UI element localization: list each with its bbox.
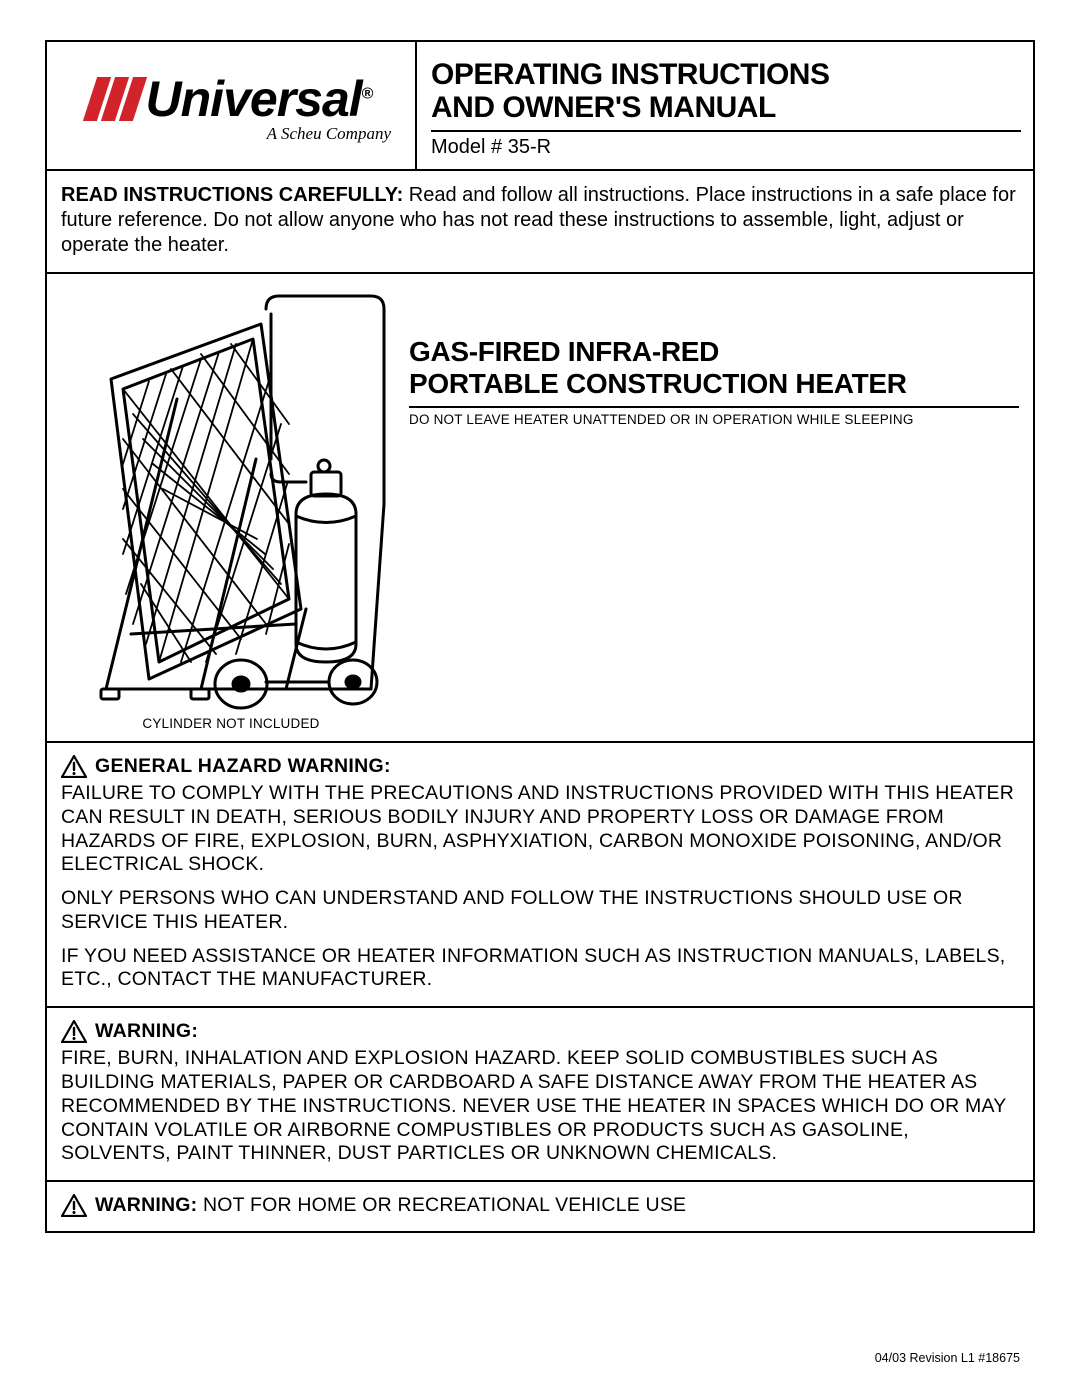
warning2-title: WARNING:	[95, 1020, 198, 1043]
heater-diagram-icon	[71, 284, 391, 724]
fire-warning-section: WARNING: FIRE, BURN, INHALATION AND EXPL…	[47, 1008, 1033, 1182]
warning3-text: WARNING: NOT FOR HOME OR RECREATIONAL VE…	[95, 1194, 686, 1217]
cylinder-note: CYLINDER NOT INCLUDED	[142, 716, 319, 731]
header-row: Universal® A Scheu Company OPERATING INS…	[47, 42, 1033, 171]
page-frame: Universal® A Scheu Company OPERATING INS…	[45, 40, 1035, 1233]
product-rule	[409, 406, 1019, 408]
brand-subtitle: A Scheu Company	[267, 124, 391, 144]
logo-cell: Universal® A Scheu Company	[47, 42, 417, 169]
general-hazard-section: GENERAL HAZARD WARNING: FAILURE TO COMPL…	[47, 743, 1033, 1008]
home-use-warning-section: WARNING: NOT FOR HOME OR RECREATIONAL VE…	[47, 1182, 1033, 1231]
warning-triangle-icon	[61, 1020, 87, 1043]
title-rule	[431, 130, 1021, 132]
revision-footer: 04/03 Revision L1 #18675	[875, 1351, 1020, 1365]
intro-block: READ INSTRUCTIONS CAREFULLY: Read and fo…	[47, 171, 1033, 274]
title-cell: OPERATING INSTRUCTIONS AND OWNER'S MANUA…	[417, 42, 1033, 169]
hazard-body: FAILURE TO COMPLY WITH THE PRECAUTIONS A…	[61, 782, 1019, 992]
heater-illustration: CYLINDER NOT INCLUDED	[61, 284, 401, 731]
intro-bold: READ INSTRUCTIONS CAREFULLY:	[61, 184, 403, 206]
logo-slashes-icon	[90, 77, 144, 121]
manual-title: OPERATING INSTRUCTIONS AND OWNER'S MANUA…	[431, 58, 1021, 124]
product-title-block: GAS-FIRED INFRA-RED PORTABLE CONSTRUCTIO…	[401, 284, 1019, 427]
product-title: GAS-FIRED INFRA-RED PORTABLE CONSTRUCTIO…	[409, 336, 1019, 400]
warning-triangle-icon	[61, 1194, 87, 1217]
unattended-warning: DO NOT LEAVE HEATER UNATTENDED OR IN OPE…	[409, 412, 1019, 427]
hazard-title: GENERAL HAZARD WARNING:	[95, 755, 391, 778]
model-number: Model # 35-R	[431, 136, 1021, 159]
brand-logo: Universal®	[90, 74, 373, 124]
product-block: CYLINDER NOT INCLUDED GAS-FIRED INFRA-RE…	[47, 274, 1033, 743]
brand-name: Universal®	[146, 74, 373, 124]
warning-triangle-icon	[61, 755, 87, 778]
warning2-body: FIRE, BURN, INHALATION AND EXPLOSION HAZ…	[61, 1047, 1019, 1166]
intro-text: READ INSTRUCTIONS CAREFULLY: Read and fo…	[61, 183, 1019, 258]
